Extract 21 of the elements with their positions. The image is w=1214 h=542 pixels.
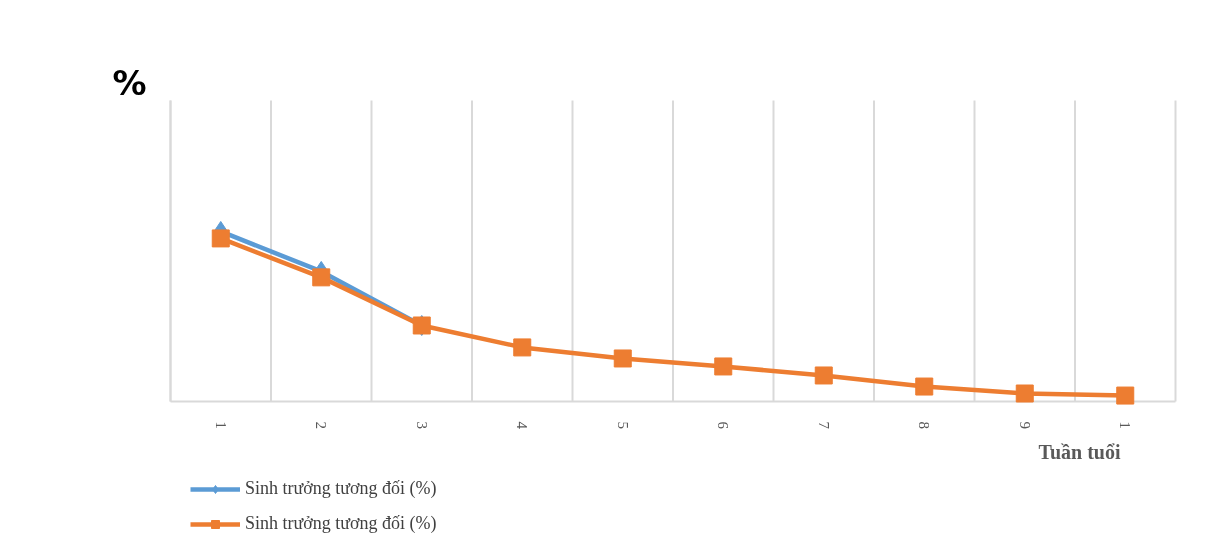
- x-tick-label: 5: [614, 421, 631, 429]
- point: [714, 357, 733, 376]
- point: [1116, 386, 1135, 405]
- x-tick-label: 1: [1117, 421, 1134, 429]
- point: [513, 338, 532, 357]
- legend-label: Sinh trưởng tương đối (%): [245, 478, 437, 499]
- x-tick-label: 8: [916, 421, 933, 429]
- point: [814, 366, 833, 385]
- point: [1015, 384, 1034, 403]
- legend-label: Sinh trưởng tương đối (%): [245, 513, 437, 534]
- point: [613, 349, 632, 368]
- point: [915, 377, 934, 396]
- x-tick-label: 1: [212, 421, 229, 429]
- x-tick-label: 9: [1016, 421, 1033, 429]
- x-tick-label: 4: [514, 421, 531, 430]
- y-axis-title: %: [112, 62, 147, 103]
- x-tick-label: 6: [715, 421, 732, 430]
- x-tick-label: 7: [815, 421, 832, 430]
- x-tick-label: 3: [413, 421, 430, 429]
- x-axis-title: Tuần tuổi: [1038, 440, 1121, 463]
- x-tick-label: 2: [313, 421, 330, 429]
